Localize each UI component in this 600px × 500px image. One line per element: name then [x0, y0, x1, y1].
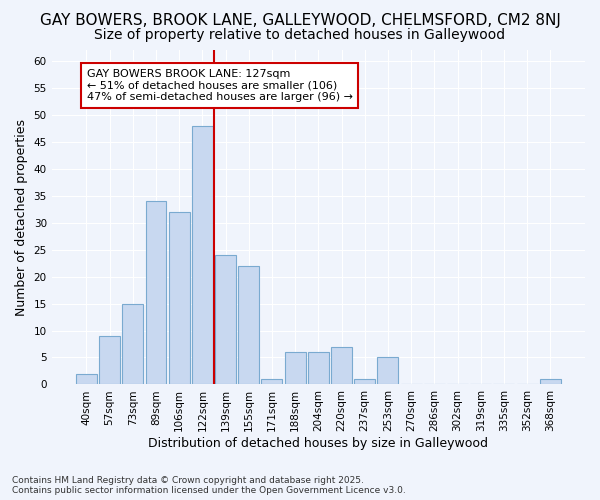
Y-axis label: Number of detached properties: Number of detached properties: [15, 118, 28, 316]
Bar: [262, 379, 283, 384]
X-axis label: Distribution of detached houses by size in Galleywood: Distribution of detached houses by size …: [148, 437, 488, 450]
Bar: [308, 352, 329, 384]
Text: Size of property relative to detached houses in Galleywood: Size of property relative to detached ho…: [94, 28, 506, 42]
Bar: [215, 255, 236, 384]
Bar: [192, 126, 213, 384]
Bar: [354, 379, 375, 384]
Bar: [169, 212, 190, 384]
Bar: [238, 266, 259, 384]
Bar: [284, 352, 305, 384]
Text: Contains HM Land Registry data © Crown copyright and database right 2025.
Contai: Contains HM Land Registry data © Crown c…: [12, 476, 406, 495]
Bar: [122, 304, 143, 384]
Bar: [76, 374, 97, 384]
Text: GAY BOWERS BROOK LANE: 127sqm
← 51% of detached houses are smaller (106)
47% of : GAY BOWERS BROOK LANE: 127sqm ← 51% of d…: [87, 69, 353, 102]
Bar: [99, 336, 120, 384]
Bar: [331, 346, 352, 385]
Bar: [377, 358, 398, 384]
Bar: [146, 201, 166, 384]
Bar: [540, 379, 561, 384]
Text: GAY BOWERS, BROOK LANE, GALLEYWOOD, CHELMSFORD, CM2 8NJ: GAY BOWERS, BROOK LANE, GALLEYWOOD, CHEL…: [40, 12, 560, 28]
